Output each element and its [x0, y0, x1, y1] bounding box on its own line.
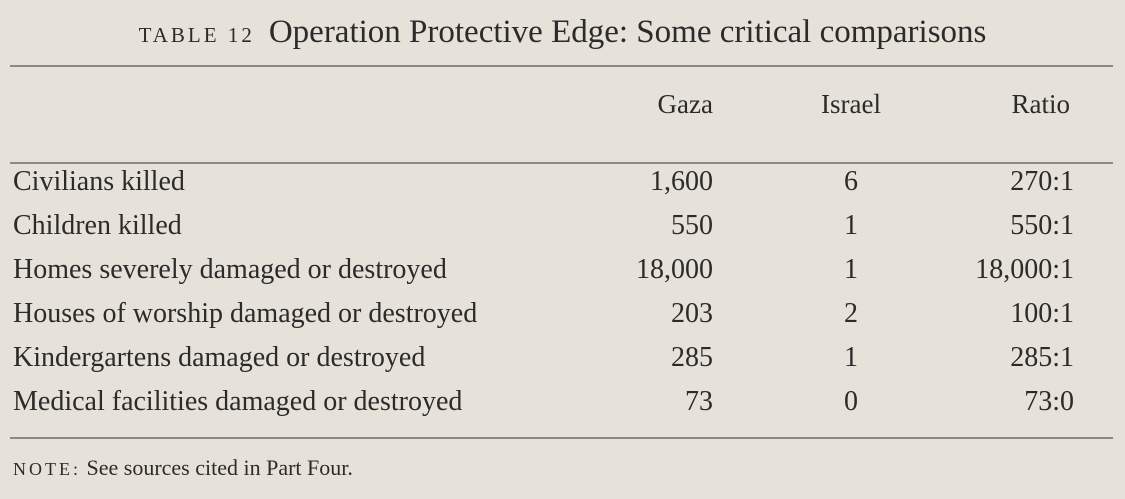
table-title: Operation Protective Edge: Some critical… — [268, 14, 987, 50]
table-row: Medical facilities damaged or destroyed … — [0, 380, 1125, 424]
row-label: Homes severely damaged or destroyed — [13, 254, 447, 285]
ratio-value: 100:1 — [1010, 298, 1074, 329]
row-label: Civilians killed — [13, 166, 185, 197]
header-rule — [10, 162, 1113, 164]
ratio-value: 270:1 — [1010, 166, 1074, 197]
gaza-value: 18,000 — [636, 254, 713, 285]
note-text: See sources cited in Part Four. — [86, 455, 353, 480]
gaza-value: 73 — [685, 386, 713, 417]
gaza-value: 285 — [671, 342, 713, 373]
table-note: NOTE: See sources cited in Part Four. — [13, 448, 353, 489]
table-row: Houses of worship damaged or destroyed 2… — [0, 292, 1125, 336]
gaza-value: 203 — [671, 298, 713, 329]
israel-value: 2 — [844, 298, 858, 329]
table-row: Homes severely damaged or destroyed 18,0… — [0, 248, 1125, 292]
table-number: TABLE 12 — [138, 23, 255, 47]
table-row: Children killed 550 1 550:1 — [0, 204, 1125, 248]
column-header-gaza: Gaza — [657, 89, 713, 119]
ratio-value: 550:1 — [1010, 210, 1074, 241]
ratio-value: 18,000:1 — [975, 254, 1074, 285]
note-label: NOTE: — [13, 459, 81, 479]
row-label: Kindergartens damaged or destroyed — [13, 342, 426, 373]
israel-value: 1 — [844, 342, 858, 373]
ratio-value: 73:0 — [1024, 386, 1074, 417]
row-label: Medical facilities damaged or destroyed — [13, 386, 463, 417]
top-rule — [10, 65, 1113, 67]
gaza-value: 1,600 — [650, 166, 713, 197]
israel-value: 1 — [844, 210, 858, 241]
ratio-value: 285:1 — [1010, 342, 1074, 373]
gaza-value: 550 — [671, 210, 713, 241]
israel-value: 0 — [844, 386, 858, 417]
israel-value: 1 — [844, 254, 858, 285]
table-caption: TABLE 12 Operation Protective Edge: Some … — [0, 10, 1125, 57]
table-row: Civilians killed 1,600 6 270:1 — [0, 160, 1125, 204]
row-label: Children killed — [13, 210, 182, 241]
column-header-israel: Israel — [821, 89, 881, 119]
table-header: Gaza Israel Ratio — [0, 82, 1125, 126]
israel-value: 6 — [844, 166, 858, 197]
column-header-ratio: Ratio — [1011, 89, 1071, 119]
table-row: Kindergartens damaged or destroyed 285 1… — [0, 336, 1125, 380]
row-label: Houses of worship damaged or destroyed — [13, 298, 478, 329]
bottom-rule — [10, 437, 1113, 439]
